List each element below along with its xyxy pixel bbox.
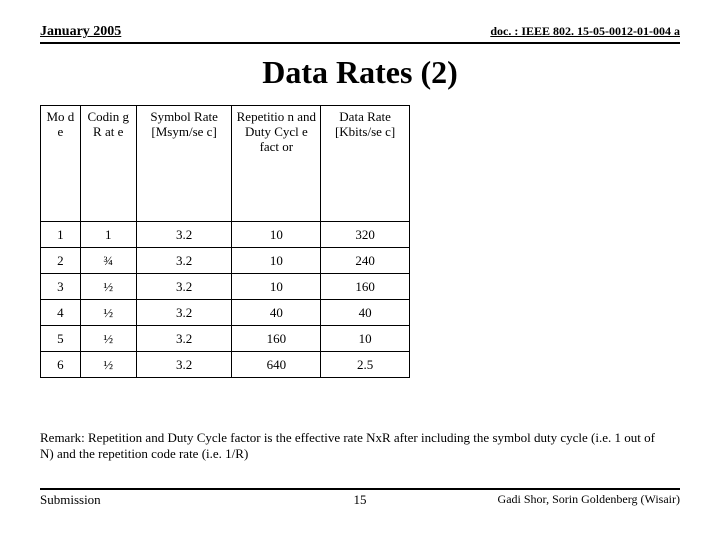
cell-rep: 10 (232, 248, 321, 274)
col-header-symbol: Symbol Rate [Msym/se c] (136, 106, 232, 222)
cell-data: 40 (321, 300, 410, 326)
footer-left: Submission (40, 492, 101, 508)
table-row: 113.210320 (41, 222, 410, 248)
cell-mode: 4 (41, 300, 81, 326)
cell-coding: ½ (80, 274, 136, 300)
cell-mode: 1 (41, 222, 81, 248)
cell-rep: 160 (232, 326, 321, 352)
cell-data: 2.5 (321, 352, 410, 378)
cell-coding: ½ (80, 300, 136, 326)
remark-text: Remark: Repetition and Duty Cycle factor… (40, 430, 670, 463)
table-row: 2¾3.210240 (41, 248, 410, 274)
header-doc: doc. : IEEE 802. 15-05-0012-01-004 a (490, 24, 680, 39)
table-header-row: Mo d e Codin g R at e Symbol Rate [Msym/… (41, 106, 410, 222)
cell-symbol: 3.2 (136, 300, 232, 326)
cell-data: 240 (321, 248, 410, 274)
col-header-rep: Repetitio n and Duty Cycl e fact or (232, 106, 321, 222)
cell-rep: 10 (232, 274, 321, 300)
cell-data: 160 (321, 274, 410, 300)
table-row: 6½3.26402.5 (41, 352, 410, 378)
table-wrap: Mo d e Codin g R at e Symbol Rate [Msym/… (40, 105, 680, 378)
page-title: Data Rates (2) (40, 54, 680, 91)
header: January 2005 doc. : IEEE 802. 15-05-0012… (40, 24, 680, 44)
cell-mode: 5 (41, 326, 81, 352)
cell-data: 10 (321, 326, 410, 352)
data-rates-table: Mo d e Codin g R at e Symbol Rate [Msym/… (40, 105, 410, 378)
col-header-coding: Codin g R at e (80, 106, 136, 222)
cell-symbol: 3.2 (136, 274, 232, 300)
cell-rep: 40 (232, 300, 321, 326)
cell-coding: 1 (80, 222, 136, 248)
cell-coding: ½ (80, 326, 136, 352)
table-row: 5½3.216010 (41, 326, 410, 352)
table-row: 3½3.210160 (41, 274, 410, 300)
cell-coding: ¾ (80, 248, 136, 274)
cell-symbol: 3.2 (136, 222, 232, 248)
table-row: 4½3.24040 (41, 300, 410, 326)
footer: Submission 15 Gadi Shor, Sorin Goldenber… (40, 488, 680, 508)
cell-mode: 2 (41, 248, 81, 274)
cell-rep: 640 (232, 352, 321, 378)
cell-coding: ½ (80, 352, 136, 378)
header-date: January 2005 (40, 24, 121, 40)
cell-symbol: 3.2 (136, 352, 232, 378)
col-header-mode: Mo d e (41, 106, 81, 222)
cell-symbol: 3.2 (136, 248, 232, 274)
col-header-data: Data Rate [Kbits/se c] (321, 106, 410, 222)
cell-mode: 6 (41, 352, 81, 378)
cell-symbol: 3.2 (136, 326, 232, 352)
footer-right: Gadi Shor, Sorin Goldenberg (Wisair) (498, 492, 680, 507)
cell-rep: 10 (232, 222, 321, 248)
cell-mode: 3 (41, 274, 81, 300)
cell-data: 320 (321, 222, 410, 248)
